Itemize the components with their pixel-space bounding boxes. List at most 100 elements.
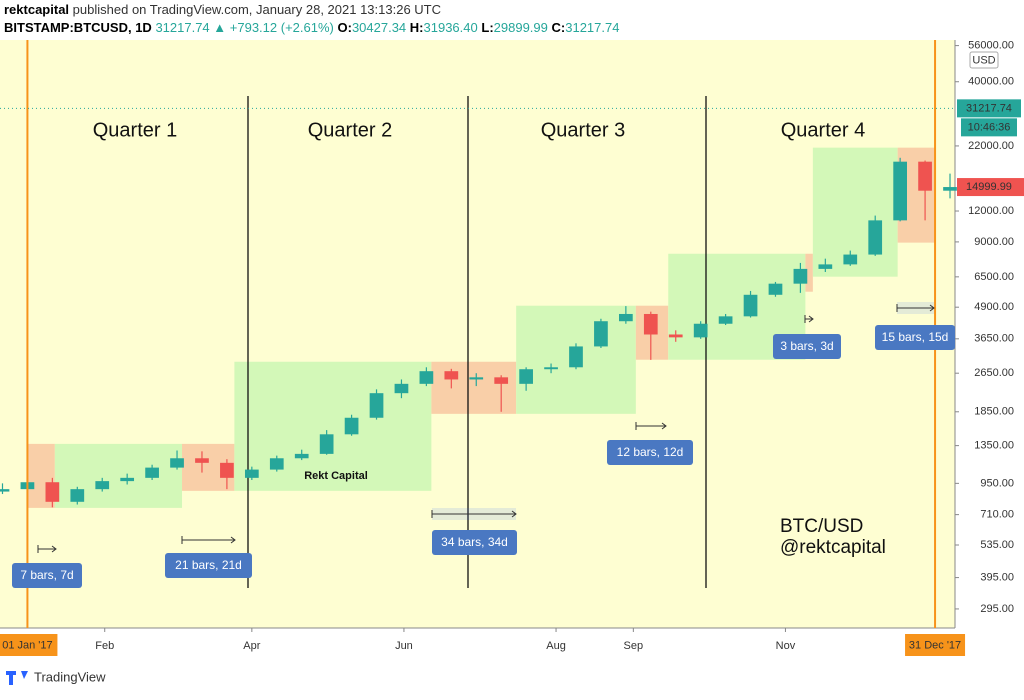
candle-body — [95, 481, 110, 490]
candle-body — [220, 462, 234, 478]
header-line: rektcapital published on TradingView.com… — [4, 2, 441, 17]
change: ▲ +793.12 (+2.61%) — [213, 20, 334, 35]
candle-body — [369, 393, 384, 418]
last: 31217.74 — [155, 20, 209, 35]
measure-head — [896, 304, 935, 312]
o-value: 30427.34 — [352, 20, 406, 35]
zone — [234, 361, 432, 491]
y-tick-label: 9000.00 — [974, 236, 1014, 248]
candle-body — [569, 346, 583, 368]
measure-head — [37, 545, 57, 553]
currency-badge[interactable] — [969, 51, 999, 69]
currency: USD — [972, 54, 995, 66]
countdown-badge — [961, 118, 1017, 137]
range-label: 01 Jan '17 — [2, 639, 52, 651]
footer-logo — [6, 671, 28, 685]
candle-body — [619, 313, 633, 322]
y-tick-label: 12000.00 — [968, 205, 1014, 217]
candle-body — [594, 321, 608, 347]
measure-label: 34 bars, 34d — [441, 535, 508, 549]
marked-price-badge — [957, 178, 1024, 197]
candle-body — [319, 434, 334, 454]
x-tick-label: Feb — [95, 640, 114, 652]
zone — [431, 361, 517, 414]
plot — [0, 40, 957, 628]
symbol: BITSTAMP:BTCUSD, 1D — [4, 20, 152, 35]
measure-box — [432, 530, 517, 555]
candle-body — [0, 489, 10, 492]
measure-box — [773, 334, 841, 359]
quarter-label: Quarter 1 — [93, 119, 177, 141]
last-price-badge — [957, 99, 1021, 118]
published: published on TradingView.com, January 28… — [73, 2, 441, 17]
candle-body — [768, 283, 783, 295]
candle-body — [45, 482, 60, 502]
range-badge — [0, 634, 58, 656]
candle-body — [893, 161, 908, 221]
measure-box — [165, 553, 252, 578]
candle-body — [120, 477, 135, 482]
footer-text: TradingView — [34, 669, 106, 684]
candle-body — [918, 161, 932, 191]
countdown: 10:46:36 — [968, 121, 1011, 133]
candle-body — [344, 417, 359, 435]
measure-box — [875, 325, 955, 350]
candle-body — [494, 377, 509, 384]
y-tick-label: 395.00 — [980, 571, 1014, 583]
measure-label: 15 bars, 15d — [882, 330, 949, 344]
measure-head — [804, 315, 814, 323]
candle-body — [269, 458, 284, 470]
l-value: 29899.99 — [494, 20, 548, 35]
y-tick-label: 1350.00 — [974, 440, 1014, 452]
measure-box — [12, 563, 82, 588]
measure-label: 3 bars, 3d — [780, 339, 833, 353]
quarter-label: Quarter 4 — [781, 119, 865, 141]
candle-body — [843, 254, 858, 265]
candle-body — [70, 489, 85, 502]
candle-body — [693, 323, 708, 338]
author: rektcapital — [4, 2, 69, 17]
y-tick-label: 3650.00 — [974, 333, 1014, 345]
y-tick-label: 56000.00 — [968, 40, 1014, 52]
range-badge — [905, 634, 966, 656]
x-tick-label: Apr — [243, 640, 260, 652]
y-tick-label: 950.00 — [980, 477, 1014, 489]
y-tick-label: 535.00 — [980, 539, 1014, 551]
measure-head — [181, 536, 236, 544]
y-tick-label: 1850.00 — [974, 406, 1014, 418]
candle-body — [643, 313, 658, 335]
candle-body — [469, 377, 484, 380]
candle-body — [195, 458, 209, 463]
measure-label: 12 bars, 12d — [617, 445, 684, 459]
candle-body — [244, 469, 259, 478]
x-tick-label: Jun — [395, 640, 413, 652]
measure-label: 7 bars, 7d — [20, 568, 73, 582]
candle-body — [145, 467, 159, 478]
footer: TradingView — [6, 669, 106, 685]
measure-head — [431, 510, 517, 518]
x-tick-label: Sep — [624, 640, 644, 652]
y-tick-label: 2650.00 — [974, 367, 1014, 379]
caption: BTC/USD — [780, 516, 863, 537]
candle-body — [519, 369, 533, 384]
x-tick-label: Nov — [776, 640, 796, 652]
measure-label: 21 bars, 21d — [175, 558, 242, 572]
c-value: 31217.74 — [565, 20, 619, 35]
y-tick-label: 710.00 — [980, 509, 1014, 521]
candle-body — [419, 371, 434, 384]
symbol-line: BITSTAMP:BTCUSD, 1D 31217.74 ▲ +793.12 (… — [4, 20, 619, 35]
candle-body — [294, 453, 309, 459]
candle-body — [668, 334, 683, 338]
h-value: 31936.40 — [424, 20, 478, 35]
c-label: C: — [552, 20, 566, 35]
y-tick-label: 6500.00 — [974, 271, 1014, 283]
l-label: L: — [481, 20, 493, 35]
range-label: 31 Dec '17 — [909, 639, 961, 651]
candle-body — [444, 371, 459, 380]
y-tick-label: 40000.00 — [968, 76, 1014, 88]
h-label: H: — [410, 20, 424, 35]
candle-body — [394, 383, 409, 394]
y-tick-label: 22000.00 — [968, 140, 1014, 152]
last-price: 31217.74 — [966, 102, 1012, 114]
